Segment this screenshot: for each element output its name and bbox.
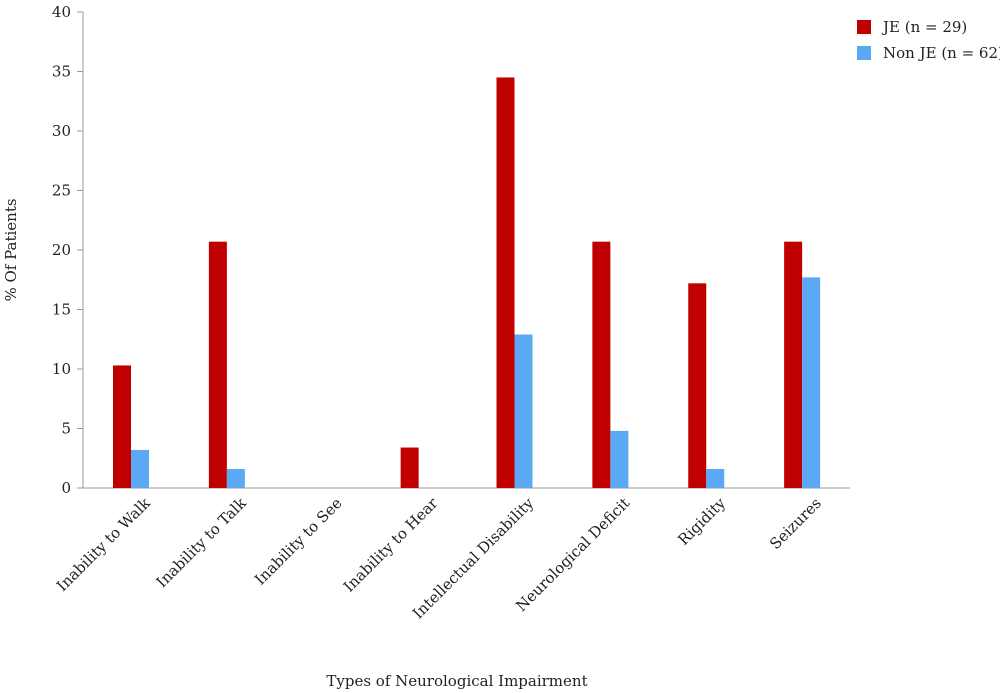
x-tick-label: Inability to Talk [153, 493, 251, 591]
bar-je-5 [592, 241, 611, 488]
x-tick-label: Inability to Hear [340, 494, 442, 596]
legend-label-non-je: Non JE (n = 62) [883, 44, 1000, 62]
x-tick-label: Inability to See [251, 494, 346, 589]
y-tick-label: 10 [52, 360, 71, 378]
bar-je-7 [784, 241, 803, 488]
y-axis-title: % Of Patients [2, 198, 20, 301]
bar-je-3 [400, 447, 419, 488]
legend: JE (n = 29) Non JE (n = 62) [857, 18, 1000, 62]
y-tick-label: 0 [61, 479, 71, 497]
legend-swatch-je [857, 20, 871, 34]
bar-non-je-7 [802, 277, 821, 488]
y-tick-label: 15 [52, 301, 71, 319]
bar-je-6 [688, 283, 707, 488]
y-tick-label: 40 [52, 3, 71, 21]
legend-label-je: JE (n = 29) [881, 18, 967, 36]
y-tick-label: 35 [52, 63, 71, 81]
y-tick-label: 30 [52, 122, 71, 140]
x-tick-label: Seizures [766, 494, 825, 553]
y-tick-label: 20 [52, 241, 71, 259]
bar-non-je-4 [514, 334, 533, 488]
bars [113, 77, 821, 488]
legend-swatch-non-je [857, 46, 871, 60]
bar-non-je-0 [131, 449, 149, 488]
bar-je-0 [113, 365, 131, 488]
x-tick-label: Inability to Walk [53, 493, 154, 594]
bar-non-je-6 [706, 468, 725, 488]
x-tick-label: Rigidity [674, 494, 729, 549]
bar-non-je-1 [226, 468, 245, 488]
bar-je-4 [496, 77, 515, 488]
y-axis: 0 5 10 15 20 25 30 35 40 [52, 3, 84, 497]
bar-je-1 [208, 241, 227, 488]
bar-non-je-5 [610, 430, 629, 488]
x-axis-title: Types of Neurological Impairment [326, 672, 587, 690]
y-tick-label: 25 [52, 182, 71, 200]
y-tick-label: 5 [61, 420, 71, 438]
